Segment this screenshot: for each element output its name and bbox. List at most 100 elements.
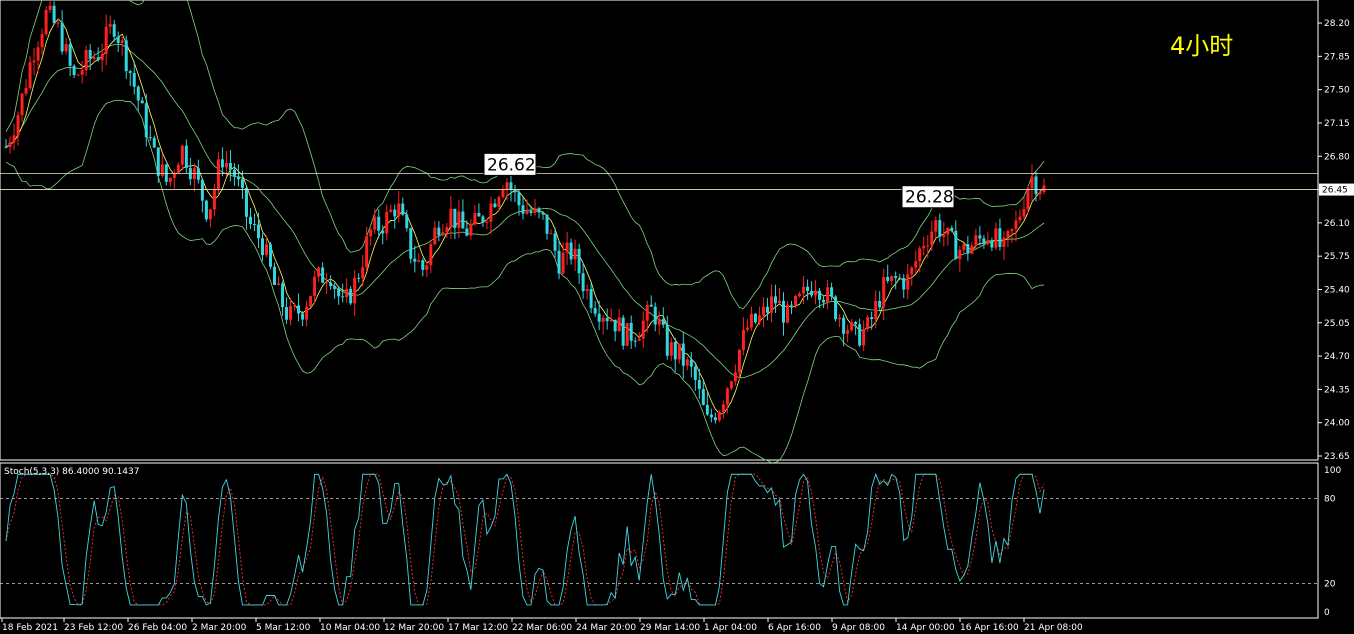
- candle-body: [44, 9, 48, 35]
- candle-body: [794, 296, 798, 306]
- candle-body: [1006, 231, 1010, 238]
- candle-body: [717, 412, 721, 421]
- candle-body: [573, 248, 577, 260]
- candle-body: [305, 306, 309, 320]
- time-tick-label: 9 Apr 08:00: [832, 623, 885, 633]
- candle-body: [377, 216, 381, 231]
- candle-body: [677, 343, 681, 360]
- candle-body: [252, 223, 256, 225]
- time-tick-label: 23 Feb 12:00: [64, 623, 123, 633]
- time-tick-label: 29 Mar 14:00: [640, 623, 700, 633]
- candle-body: [200, 179, 204, 201]
- candle-body: [705, 404, 709, 415]
- candle-body: [737, 349, 741, 373]
- candle-body: [761, 306, 765, 316]
- candle-body: [870, 317, 874, 320]
- candle-body: [417, 260, 421, 262]
- candle-body: [433, 227, 437, 245]
- candle-body: [236, 176, 240, 180]
- candle-body: [938, 220, 942, 237]
- stoch-tick-label: 20: [1324, 580, 1336, 590]
- candle-body: [585, 289, 589, 292]
- candle-body: [549, 233, 553, 235]
- current-price-box: [1319, 183, 1354, 196]
- candle-body: [1030, 176, 1034, 189]
- candle-body: [180, 145, 184, 165]
- candle-body: [910, 267, 914, 275]
- candle-body: [76, 74, 80, 76]
- candle-body: [1010, 229, 1014, 232]
- candle-body: [429, 244, 433, 266]
- candle-body: [449, 208, 453, 228]
- candle-body: [265, 244, 269, 256]
- candle-body: [962, 244, 966, 250]
- candle-body: [228, 162, 232, 170]
- candle-body: [116, 36, 120, 43]
- candle-body: [80, 70, 84, 75]
- candle-body: [445, 227, 449, 233]
- candle-body: [353, 277, 357, 304]
- candle-body: [1034, 176, 1038, 195]
- candle-body: [48, 5, 52, 10]
- candle-body: [765, 306, 769, 313]
- candle-body: [281, 283, 285, 308]
- price-annotations: 26.62 26.28: [483, 152, 955, 209]
- candle-body: [260, 238, 264, 256]
- candle-body: [337, 288, 341, 297]
- candle-body: [289, 306, 293, 320]
- middle-band-line: [5, 43, 1045, 379]
- candle-body: [144, 103, 148, 138]
- price-tick-label: 25.05: [1324, 319, 1350, 329]
- candle-body: [325, 282, 329, 284]
- candle-body: [493, 203, 497, 208]
- candle-body: [874, 300, 878, 320]
- candle-body: [886, 276, 890, 281]
- time-tick-label: 5 Mar 12:00: [256, 623, 311, 633]
- candle-body: [846, 330, 850, 334]
- candle-body: [589, 289, 593, 309]
- candle-body: [565, 242, 569, 253]
- candle-body: [124, 40, 128, 72]
- candle-body: [930, 231, 934, 246]
- timeframe-label: 4小时: [1170, 32, 1233, 60]
- candle-body: [657, 319, 661, 325]
- candle-body: [741, 329, 745, 350]
- candle-body: [597, 313, 601, 322]
- annotation-box: [901, 185, 955, 209]
- candle-body: [329, 282, 333, 287]
- price-tick-label: 26.80: [1324, 152, 1350, 162]
- candle-body: [92, 57, 96, 59]
- candle-body: [453, 208, 457, 228]
- candle-body: [1038, 191, 1042, 195]
- candle-body: [914, 261, 918, 268]
- candle-body: [661, 319, 665, 325]
- candle-body: [926, 245, 930, 247]
- candle-body: [212, 188, 216, 210]
- candle-body: [525, 211, 529, 214]
- candle-body: [513, 189, 517, 193]
- candle-body: [349, 288, 353, 304]
- candle-body: [721, 404, 725, 413]
- candle-body: [389, 209, 393, 212]
- time-tick-label: 6 Apr 16:00: [768, 623, 821, 633]
- stochastic-indicator: 100 80 20 0: [0, 466, 1341, 618]
- candle-body: [882, 276, 886, 308]
- candle-body: [100, 53, 104, 61]
- candle-body: [301, 313, 305, 320]
- candle-body: [317, 267, 321, 277]
- candle-body: [934, 220, 938, 232]
- candle-body: [457, 211, 461, 228]
- candle-body: [974, 235, 978, 246]
- candle-body: [713, 417, 717, 421]
- candle-body: [361, 267, 365, 279]
- candle-body: [894, 276, 898, 278]
- candle-body: [421, 260, 425, 270]
- candle-body: [902, 278, 906, 290]
- candle-body: [321, 267, 325, 283]
- candle-body: [313, 276, 317, 297]
- price-axis: 28.20 27.85 27.50 27.15 26.80 26.45 26.10 25.75…: [1318, 19, 1354, 462]
- candle-body: [285, 307, 289, 320]
- time-tick-label: 14 Apr 00:00: [896, 623, 955, 633]
- candle-body: [273, 266, 277, 285]
